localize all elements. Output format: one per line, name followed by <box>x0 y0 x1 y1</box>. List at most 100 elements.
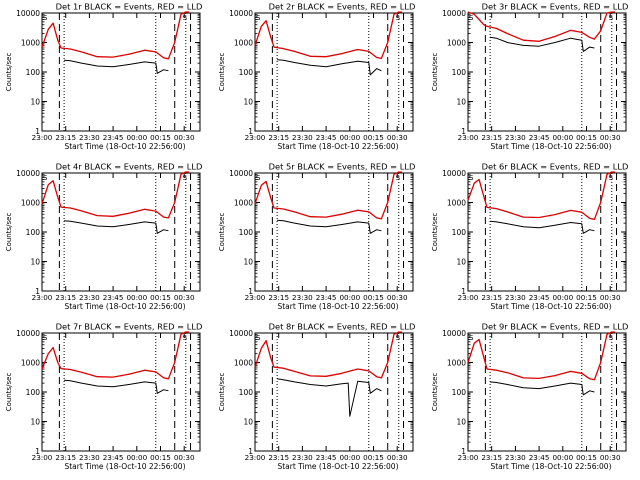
panel-title: Det 1r BLACK = Events, RED = LLD <box>56 2 203 12</box>
events-series-line <box>490 36 595 52</box>
marker-label: S <box>43 14 48 22</box>
marker-label: S <box>256 174 261 182</box>
marker-label: S <box>609 174 614 182</box>
y-axis-label: Counts/sec <box>5 213 13 252</box>
marker-label: S <box>183 174 188 182</box>
x-tick-label: 23:15 <box>55 293 76 302</box>
x-axis-label: Start Time (18-Oct-10 22:56:00) <box>490 462 611 471</box>
x-tick-label: 00:30 <box>174 293 195 302</box>
x-tick-label: 00:30 <box>174 453 195 462</box>
x-tick-label: 00:30 <box>387 453 408 462</box>
panel-title: Det 3r BLACK = Events, RED = LLD <box>482 2 629 12</box>
y-axis-label: Counts/sec <box>218 53 226 92</box>
y-tick-label: 1000 <box>447 359 466 368</box>
x-tick-label: 23:30 <box>505 293 526 302</box>
y-tick-label: 1000 <box>234 199 253 208</box>
panel-chart: Det 6r BLACK = Events, RED = LLD 1 10 100 10… <box>431 162 629 312</box>
y-tick-label: 1000 <box>447 39 466 48</box>
x-tick-label: 00:15 <box>363 453 384 462</box>
x-tick-label: 23:45 <box>316 133 337 142</box>
x-tick-label: 00:15 <box>150 453 171 462</box>
y-tick-label: 10000 <box>442 9 466 18</box>
x-tick-label: 00:30 <box>600 293 621 302</box>
x-tick-label: 23:30 <box>292 453 313 462</box>
marker-label: S <box>396 14 401 22</box>
x-tick-label: 23:15 <box>268 293 289 302</box>
x-axis-label: Start Time (18-Oct-10 22:56:00) <box>277 462 398 471</box>
x-tick-label: 23:30 <box>505 133 526 142</box>
y-axis-label: Counts/sec <box>431 213 439 252</box>
x-tick-label: 23:30 <box>505 453 526 462</box>
y-tick-label: 1000 <box>21 199 40 208</box>
x-tick-label: 23:30 <box>292 293 313 302</box>
panel-chart: Det 3r BLACK = Events, RED = LLD 1 10 100 10… <box>431 2 629 152</box>
panel-chart: Det 4r BLACK = Events, RED = LLD 1 10 100 10… <box>5 162 202 312</box>
x-tick-label: 00:30 <box>387 293 408 302</box>
x-tick-label: 23:45 <box>103 133 124 142</box>
x-tick-label: 00:15 <box>576 133 597 142</box>
x-tick-label: 23:45 <box>529 453 550 462</box>
plot-frame <box>467 172 627 292</box>
y-tick-label: 100 <box>26 228 41 237</box>
panel-title: Det 2r BLACK = Events, RED = LLD <box>269 2 416 12</box>
y-tick-label: 1 <box>461 287 466 296</box>
marker-label: S <box>183 334 188 342</box>
y-tick-label: 100 <box>452 388 467 397</box>
detector-panel: Det 7r BLACK = Events, RED = LLD 1 10 100 10… <box>0 320 213 480</box>
y-tick-label: 1 <box>248 127 253 136</box>
lld-series-line <box>467 11 615 42</box>
detector-panel: Det 4r BLACK = Events, RED = LLD 1 10 100 10… <box>0 160 213 320</box>
marker-label: S <box>396 334 401 342</box>
x-tick-label: 00:30 <box>174 133 195 142</box>
x-tick-label: 23:00 <box>458 133 479 142</box>
y-tick-label: 1 <box>35 287 40 296</box>
y-tick-label: 100 <box>239 388 254 397</box>
y-tick-label: 10 <box>243 418 253 427</box>
plot-frame <box>467 12 627 132</box>
x-tick-label: 00:15 <box>576 453 597 462</box>
y-tick-label: 10 <box>30 258 40 267</box>
lld-series-line <box>41 171 189 219</box>
events-series-line <box>64 59 169 74</box>
x-tick-label: 23:00 <box>245 293 266 302</box>
y-tick-label: 1000 <box>447 199 466 208</box>
panel-chart: Det 5r BLACK = Events, RED = LLD 1 10 100 10… <box>218 162 416 312</box>
y-tick-label: 1 <box>461 127 466 136</box>
x-axis-label: Start Time (18-Oct-10 22:56:00) <box>64 302 185 311</box>
panel-title: Det 5r BLACK = Events, RED = LLD <box>269 162 416 172</box>
y-axis-label: Counts/sec <box>218 213 226 252</box>
y-tick-label: 1000 <box>21 39 40 48</box>
y-tick-label: 10000 <box>229 9 253 18</box>
plot-frame <box>41 172 201 292</box>
y-tick-label: 1 <box>248 287 253 296</box>
events-series-line <box>277 378 382 417</box>
y-tick-label: 1000 <box>234 359 253 368</box>
x-tick-label: 00:15 <box>150 293 171 302</box>
y-tick-label: 10000 <box>16 9 40 18</box>
x-tick-label: 23:15 <box>55 133 76 142</box>
panel-title: Det 6r BLACK = Events, RED = LLD <box>482 162 629 172</box>
marker-label: S <box>469 334 474 342</box>
x-tick-label: 00:00 <box>339 133 360 142</box>
x-tick-label: 23:45 <box>103 453 124 462</box>
y-axis-label: Counts/sec <box>5 53 13 92</box>
marker-label: S <box>469 14 474 22</box>
x-tick-label: 23:30 <box>79 293 100 302</box>
y-tick-label: 100 <box>26 68 41 77</box>
x-tick-label: 23:45 <box>529 133 550 142</box>
x-tick-label: 00:00 <box>126 293 147 302</box>
marker-label: S <box>396 174 401 182</box>
x-axis-label: Start Time (18-Oct-10 22:56:00) <box>277 302 398 311</box>
x-tick-label: 23:45 <box>316 453 337 462</box>
y-axis-label: Counts/sec <box>5 373 13 412</box>
x-axis-label: Start Time (18-Oct-10 22:56:00) <box>490 302 611 311</box>
marker-label: S <box>43 174 48 182</box>
y-tick-label: 10000 <box>442 329 466 338</box>
plot-frame <box>254 172 414 292</box>
panel-chart: Det 9r BLACK = Events, RED = LLD 1 10 100 10… <box>431 322 628 472</box>
detector-panel: Det 9r BLACK = Events, RED = LLD 1 10 100 10… <box>426 320 639 480</box>
x-axis-label: Start Time (18-Oct-10 22:56:00) <box>490 142 611 151</box>
lld-series-line <box>41 331 189 380</box>
marker-label: S <box>43 334 48 342</box>
y-tick-label: 10 <box>243 98 253 107</box>
